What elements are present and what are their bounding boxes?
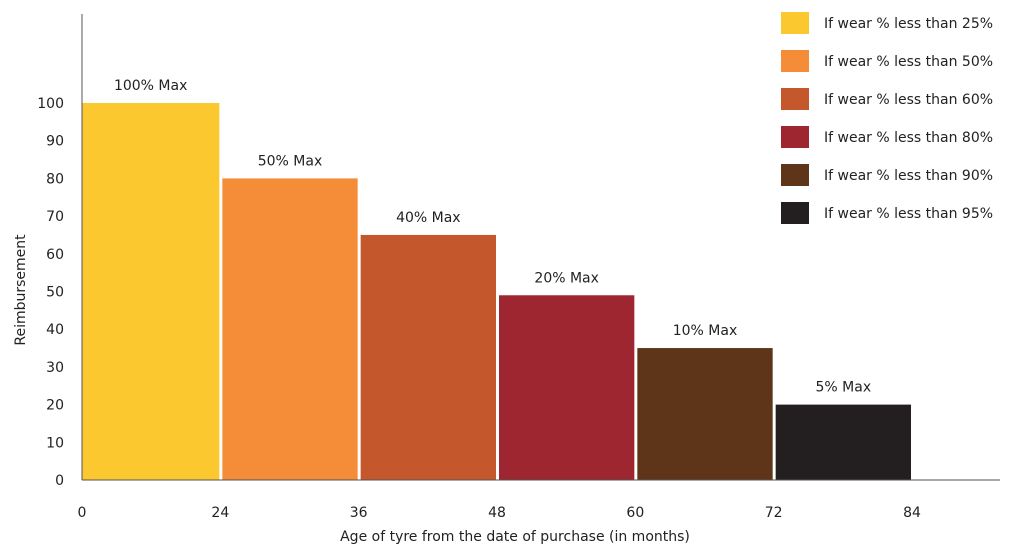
x-tick-label: 0 (78, 505, 87, 521)
bar (360, 234, 496, 480)
y-tick-label: 60 (46, 247, 64, 263)
bar (499, 295, 635, 480)
legend-item: If wear % less than 80% (781, 126, 993, 148)
y-tick-label: 20 (46, 398, 64, 414)
legend-swatch (781, 164, 809, 186)
y-ticks: 0 10 20 30 40 50 60 70 80 90 100 (37, 96, 64, 489)
bar (775, 404, 911, 480)
x-tick-label: 60 (626, 505, 644, 521)
legend: If wear % less than 25% If wear % less th… (781, 12, 993, 224)
y-tick-label: 30 (46, 360, 64, 376)
legend-item: If wear % less than 50% (781, 50, 993, 72)
bar (222, 178, 358, 480)
bars-layer (82, 103, 911, 480)
legend-swatch (781, 126, 809, 148)
y-tick-label: 50 (46, 285, 64, 301)
x-axis-title: Age of tyre from the date of purchase (i… (340, 529, 690, 545)
bar (82, 103, 220, 480)
y-axis-title: Reimbursement (13, 234, 29, 346)
legend-label: If wear % less than 95% (824, 206, 993, 222)
legend-swatch (781, 12, 809, 34)
bar-data-label: 50% Max (258, 153, 323, 169)
bar-data-label: 5% Max (816, 380, 872, 396)
data-labels-layer: 100% Max 50% Max 40% Max 20% Max 10% Max 5% M… (114, 78, 871, 396)
x-tick-label: 72 (765, 505, 783, 521)
legend-swatch (781, 202, 809, 224)
x-tick-label: 84 (903, 505, 921, 521)
y-tick-label: 100 (37, 96, 64, 112)
bar-data-label: 20% Max (534, 270, 599, 286)
bar (637, 348, 773, 480)
y-tick-label: 40 (46, 322, 64, 338)
x-tick-label: 48 (488, 505, 506, 521)
bar-data-label: 40% Max (396, 210, 461, 226)
legend-label: If wear % less than 25% (824, 16, 993, 32)
y-tick-label: 80 (46, 171, 64, 187)
y-tick-label: 10 (46, 435, 64, 451)
legend-label: If wear % less than 50% (824, 54, 993, 70)
bar-data-label: 100% Max (114, 78, 187, 94)
bar-data-label: 10% Max (673, 323, 738, 339)
legend-item: If wear % less than 25% (781, 12, 993, 34)
legend-label: If wear % less than 60% (824, 92, 993, 108)
y-tick-label: 0 (55, 473, 64, 489)
x-ticks: 0 24 36 48 60 72 84 (78, 505, 921, 521)
legend-item: If wear % less than 90% (781, 164, 993, 186)
legend-label: If wear % less than 80% (824, 130, 993, 146)
x-tick-label: 36 (350, 505, 368, 521)
legend-swatch (781, 50, 809, 72)
y-tick-label: 70 (46, 209, 64, 225)
legend-item: If wear % less than 60% (781, 88, 993, 110)
x-tick-label: 24 (211, 505, 229, 521)
legend-swatch (781, 88, 809, 110)
y-tick-label: 90 (46, 134, 64, 150)
legend-label: If wear % less than 90% (824, 168, 993, 184)
legend-item: If wear % less than 95% (781, 202, 993, 224)
